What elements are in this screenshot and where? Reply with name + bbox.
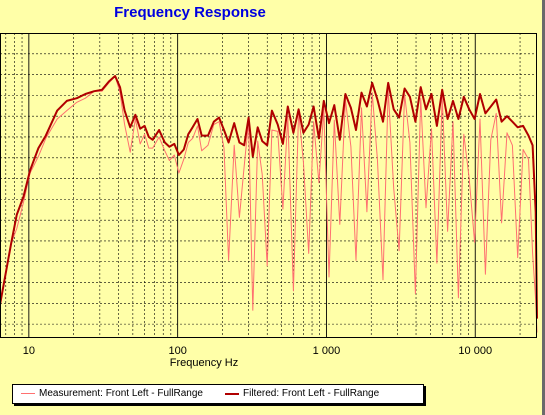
series-line-measurement [0, 75, 538, 333]
legend-label-measurement: Measurement: Front Left - FullRange [39, 388, 203, 399]
x-tick-label: 100 [168, 345, 186, 357]
series-line-filtered [0, 75, 538, 319]
series-measurement [0, 75, 538, 333]
chart-title: Frequency Response [114, 4, 266, 21]
plot-area-background [0, 33, 537, 338]
x-tick-label: 1 000 [313, 345, 341, 357]
legend-swatch-measurement [21, 393, 35, 394]
series-filtered [0, 75, 538, 319]
x-tick-labels: 10 100 1 000 10 000 [23, 345, 492, 357]
x-tick-label: 10 000 [458, 345, 492, 357]
plot-area-border [0, 33, 537, 338]
legend-item-filtered: Filtered: Front Left - FullRange [225, 388, 379, 399]
legend: Measurement: Front Left - FullRange Filt… [12, 384, 424, 404]
legend-swatch-filtered [225, 392, 239, 395]
grid [0, 33, 537, 338]
window-frame-edge [542, 0, 545, 415]
legend-item-measurement: Measurement: Front Left - FullRange [21, 388, 203, 399]
legend-label-filtered: Filtered: Front Left - FullRange [243, 388, 380, 399]
x-tick-label: 10 [23, 345, 35, 357]
x-axis-label: Frequency Hz [170, 357, 238, 369]
